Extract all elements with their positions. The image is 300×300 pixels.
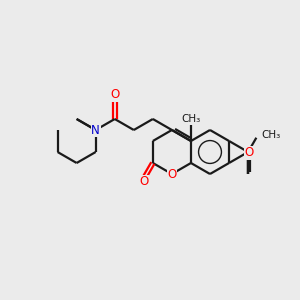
Text: N: N — [91, 124, 100, 136]
Text: O: O — [244, 146, 254, 160]
Text: O: O — [167, 167, 176, 181]
Text: O: O — [110, 88, 119, 101]
Text: CH₃: CH₃ — [261, 130, 280, 140]
Text: CH₃: CH₃ — [181, 113, 201, 124]
Text: O: O — [139, 175, 148, 188]
